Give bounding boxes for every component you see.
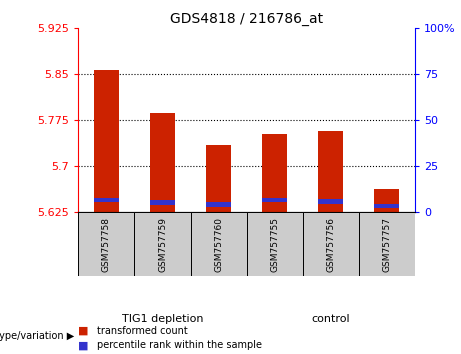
Title: GDS4818 / 216786_at: GDS4818 / 216786_at: [170, 12, 323, 26]
Text: percentile rank within the sample: percentile rank within the sample: [97, 340, 262, 350]
Bar: [150, 113, 175, 212]
Bar: [150, 200, 175, 205]
Bar: [359, 212, 415, 276]
Text: GSM757760: GSM757760: [214, 217, 223, 272]
Bar: [206, 145, 231, 212]
Bar: [374, 204, 400, 208]
Bar: [262, 198, 287, 202]
Text: GSM757757: GSM757757: [382, 217, 391, 272]
Text: ■: ■: [78, 326, 88, 336]
Bar: [78, 212, 135, 276]
Text: control: control: [312, 314, 350, 324]
Bar: [318, 199, 343, 204]
Bar: [262, 135, 287, 212]
Bar: [135, 212, 190, 276]
Text: GSM757758: GSM757758: [102, 217, 111, 272]
Text: TIG1 depletion: TIG1 depletion: [122, 314, 203, 324]
Bar: [303, 212, 359, 276]
Bar: [374, 189, 400, 212]
Bar: [206, 202, 231, 207]
Text: GSM757755: GSM757755: [270, 217, 279, 272]
Bar: [318, 131, 343, 212]
Text: GSM757756: GSM757756: [326, 217, 335, 272]
Text: genotype/variation ▶: genotype/variation ▶: [0, 331, 74, 341]
Text: transformed count: transformed count: [97, 326, 188, 336]
Text: GSM757759: GSM757759: [158, 217, 167, 272]
Text: ■: ■: [78, 340, 88, 350]
Bar: [190, 212, 247, 276]
Bar: [94, 70, 119, 212]
Bar: [94, 198, 119, 202]
Bar: [247, 212, 303, 276]
